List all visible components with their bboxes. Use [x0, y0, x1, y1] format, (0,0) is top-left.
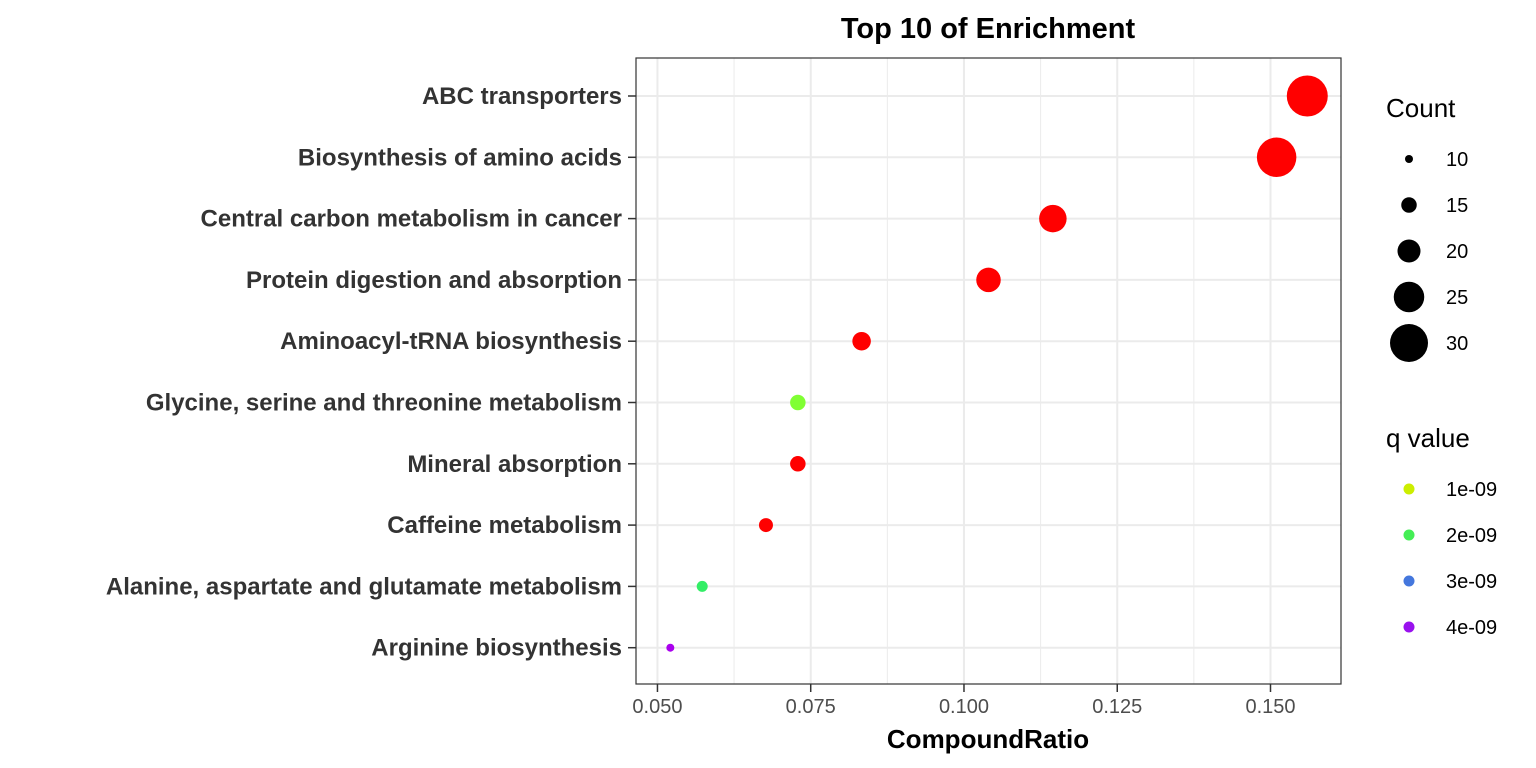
count-legend-key — [1393, 281, 1425, 313]
data-point — [1286, 75, 1328, 117]
x-axis: 0.050 0.075 0.100 0.125 0.150 — [632, 684, 1296, 718]
data-point — [852, 331, 871, 351]
data-point — [666, 643, 675, 652]
x-tick-label: 0.125 — [1092, 696, 1142, 718]
count-legend-label: 30 — [1446, 333, 1468, 355]
q-value-legend-key — [1403, 483, 1415, 495]
category-label: Aminoacyl-tRNA biosynthesis — [280, 328, 622, 355]
q-value-legend: q value 1e-09 2e-09 3e-09 4e-09 — [1386, 423, 1497, 639]
count-legend-label: 25 — [1446, 287, 1468, 309]
category-label: Protein digestion and absorption — [246, 267, 622, 294]
count-legend-label: 15 — [1446, 195, 1468, 217]
count-legend-key — [1390, 324, 1428, 362]
data-point — [696, 580, 708, 592]
q-value-legend-label: 1e-09 — [1446, 479, 1497, 501]
data-point — [1256, 137, 1297, 178]
panel-background — [636, 58, 1341, 684]
q-value-legend-label: 2e-09 — [1446, 525, 1497, 547]
category-label: ABC transporters — [422, 83, 622, 110]
count-legend-title: Count — [1386, 93, 1456, 123]
count-legend-key — [1397, 239, 1421, 263]
category-label: Biosynthesis of amino acids — [298, 144, 622, 171]
panel-border — [635, 57, 1342, 685]
data-point — [1039, 204, 1067, 233]
q-value-legend-key — [1403, 529, 1415, 541]
category-label: Caffeine metabolism — [387, 512, 622, 539]
category-label: Alanine, aspartate and glutamate metabol… — [106, 573, 622, 600]
q-value-legend-key — [1403, 621, 1415, 633]
data-point — [790, 456, 806, 472]
category-label: Arginine biosynthesis — [371, 635, 622, 662]
x-tick-label: 0.150 — [1245, 696, 1295, 718]
data-point — [976, 267, 1001, 293]
data-point — [758, 518, 773, 533]
category-label: Mineral absorption — [407, 451, 622, 478]
count-legend-label: 10 — [1446, 149, 1468, 171]
data-points — [666, 75, 1328, 652]
q-value-legend-key — [1403, 575, 1415, 587]
count-legend-key — [1401, 197, 1417, 213]
q-value-legend-label: 4e-09 — [1446, 617, 1497, 639]
count-legend: Count 10 15 20 25 30 — [1386, 93, 1468, 362]
chart-title: Top 10 of Enrichment — [841, 13, 1136, 45]
x-tick-label: 0.075 — [786, 696, 836, 718]
plot-panel — [635, 57, 1342, 685]
category-label: Central carbon metabolism in cancer — [201, 206, 622, 233]
count-legend-key — [1405, 155, 1413, 163]
q-value-legend-label: 3e-09 — [1446, 571, 1497, 593]
x-tick-label: 0.050 — [632, 696, 682, 718]
data-point — [790, 394, 806, 411]
x-axis-title: CompoundRatio — [887, 724, 1089, 754]
count-legend-label: 20 — [1446, 241, 1468, 263]
category-label: Glycine, serine and threonine metabolism — [146, 390, 622, 417]
q-value-legend-title: q value — [1386, 423, 1470, 453]
x-tick-label: 0.100 — [939, 696, 989, 718]
category-axis: ABC transporters Biosynthesis of amino ac… — [106, 83, 636, 662]
